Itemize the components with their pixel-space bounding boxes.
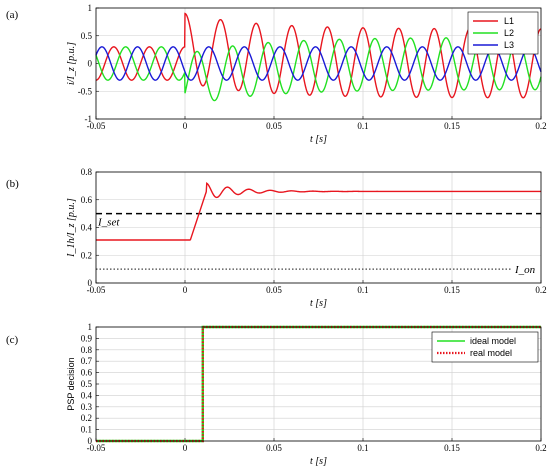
legend-c: ideal model real model — [431, 331, 539, 363]
y-tick-label: 0.4 — [81, 390, 93, 400]
x-tick-label: 0.2 — [535, 121, 546, 131]
x-tick-labels-b: -0.05 0 0.05 0.1 0.15 0.2 — [87, 285, 547, 295]
y-tick-label: -1 — [85, 114, 93, 124]
series-line-l1 — [95, 12, 542, 99]
y-tick-labels-c: 00.1 0.20.3 0.40.50.6 0.70.8 0.91 — [81, 322, 93, 446]
y-tick-labels-b: 0 0.2 0.4 0.6 0.8 — [81, 167, 93, 288]
panel-label-a: (a) — [6, 9, 19, 21]
y-tick-label: 0 — [88, 436, 93, 446]
y-tick-label: 0.5 — [81, 31, 93, 41]
plot-lines-a — [95, 12, 542, 102]
legend-box-c — [431, 331, 539, 363]
y-tick-label: 1 — [88, 3, 93, 13]
legend-label-l2: L2 — [504, 28, 514, 38]
x-tick-label: 0.05 — [266, 443, 282, 453]
x-tick-label: -0.05 — [87, 285, 106, 295]
threshold-label-ion: I_on — [514, 264, 536, 276]
panel-label-b: (b) — [6, 178, 19, 190]
grid-b — [95, 171, 542, 284]
x-tick-label: 0.05 — [266, 121, 282, 131]
y-tick-label: 0.6 — [81, 368, 93, 378]
panel-c: (c) -0.05 0 0.05 0.1 0.15 0.2 00.10.20.30.40.… — [6, 322, 547, 467]
x-tick-label: 0.15 — [444, 443, 460, 453]
x-tick-labels-a: -0.05 0 0.05 0.1 0.15 0.2 — [87, 121, 547, 131]
x-tick-label: 0.1 — [357, 285, 368, 295]
legend-label-ideal-model: ideal model — [470, 336, 516, 346]
series-line-real-model — [96, 325, 541, 443]
y-tick-label: 0.2 — [81, 413, 92, 423]
x-tick-label: 0.05 — [266, 285, 282, 295]
axes-frame-b — [95, 171, 542, 284]
series-line-l3 — [95, 46, 542, 81]
y-axis-label-a: i/I_z [p.u.] — [66, 42, 77, 85]
y-tick-label: 0.9 — [81, 333, 93, 343]
plot-lines-b — [96, 181, 541, 241]
x-tick-label: 0.2 — [535, 285, 546, 295]
x-axis-label-b: t [s] — [310, 298, 327, 309]
y-tick-label: 0.4 — [81, 223, 93, 233]
y-tick-label: 0.1 — [81, 425, 92, 435]
panel-label-c: (c) — [6, 334, 19, 346]
legend-label-l1: L1 — [504, 16, 514, 26]
y-tick-labels-a: -1 -0.5 0 0.5 1 — [78, 3, 93, 124]
y-tick-label: 0.3 — [81, 402, 93, 412]
y-tick-label: 0.8 — [81, 345, 93, 355]
y-tick-label: 0 — [88, 278, 93, 288]
x-axis-label-c: t [s] — [310, 456, 327, 467]
x-tick-label: 0.1 — [357, 121, 368, 131]
threshold-label-iset: I_set — [97, 217, 120, 229]
y-tick-label: 0.6 — [81, 195, 93, 205]
y-tick-label: 0.5 — [81, 379, 93, 389]
y-tick-label: 0.7 — [81, 356, 93, 366]
x-tick-label: -0.05 — [87, 443, 106, 453]
x-tick-label: 0 — [183, 285, 188, 295]
x-axis-label-a: t [s] — [310, 134, 327, 145]
legend-label-real-model: real model — [470, 348, 512, 358]
y-tick-label: 0.8 — [81, 167, 93, 177]
x-tick-label: 0 — [183, 443, 188, 453]
y-tick-label: 1 — [88, 322, 93, 332]
x-tick-label: 0.15 — [444, 285, 460, 295]
legend-a: L1 L2 L3 — [467, 11, 539, 55]
panel-b: (b) -0.05 0 0.05 0.1 0.15 0.2 00.20.40.60.8 t… — [6, 167, 547, 309]
x-tick-label: 0.15 — [444, 121, 460, 131]
series-line-i1h — [96, 181, 541, 241]
axes-frame-a — [95, 7, 542, 120]
x-tick-label: 0 — [183, 121, 188, 131]
axes-frame-c — [95, 326, 542, 442]
y-tick-label: 0 — [88, 59, 93, 69]
x-tick-label: 0.1 — [357, 443, 368, 453]
legend-label-l3: L3 — [504, 40, 514, 50]
y-axis-label-c: PSP decision — [66, 357, 76, 410]
y-tick-label: -0.5 — [78, 86, 93, 96]
y-tick-label: 0.2 — [81, 250, 92, 260]
x-tick-label: -0.05 — [87, 121, 106, 131]
x-tick-label: 0.2 — [535, 443, 546, 453]
y-axis-label-b: I_1h/I_z [p.u.] — [66, 198, 77, 258]
panel-a: (a) -0.05 0 0.05 0.1 0.15 0.2 -1 -0.5 0 0.5 1 t [… — [6, 3, 547, 145]
x-tick-labels-c: -0.05 0 0.05 0.1 0.15 0.2 — [87, 443, 547, 453]
series-line-l2 — [95, 36, 542, 102]
